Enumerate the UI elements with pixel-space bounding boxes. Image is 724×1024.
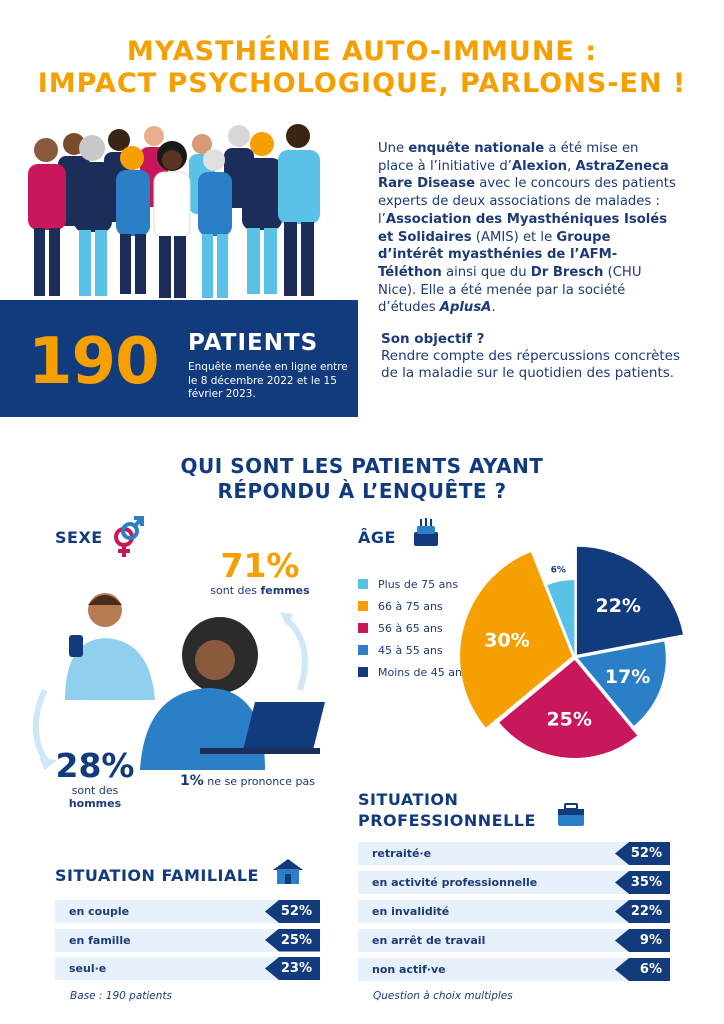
main-title-line-1: MYASTHÉNIE AUTO-IMMUNE : xyxy=(126,36,598,67)
legend-swatch xyxy=(358,579,368,589)
legend-swatch xyxy=(358,623,368,633)
legend-label: Moins de 45 ans xyxy=(378,665,468,679)
undecided-stat: 1% ne se prononce pas xyxy=(180,773,315,789)
gender-icon xyxy=(114,516,144,557)
pie-slice xyxy=(547,580,575,655)
section-question-line-2: RÉPONDU À L’ENQUÊTE ? xyxy=(217,479,507,503)
legend-item: Plus de 75 ans xyxy=(358,576,468,592)
family-row-value: 52% xyxy=(265,900,320,923)
pie-slice xyxy=(460,552,573,728)
family-heading: SITUATION FAMILIALE xyxy=(55,866,259,885)
patients-label: PATIENTS xyxy=(188,330,319,356)
sexe-heading: SEXE xyxy=(55,528,103,547)
pro-row: en arrêt de travail 9% xyxy=(358,929,670,952)
women-stat: 71% sont des femmes xyxy=(205,546,315,598)
legend-item: Moins de 45 ans xyxy=(358,664,468,680)
pie-slice xyxy=(576,546,683,655)
pro-row-value: 35% xyxy=(615,871,670,894)
objective-text: Rendre compte des répercussions concrète… xyxy=(381,348,681,381)
patients-group-illustration xyxy=(28,124,320,298)
pie-slice-label: 6% xyxy=(551,566,566,576)
pro-row-value: 52% xyxy=(615,842,670,865)
patients-count-box xyxy=(0,300,358,417)
legend-item: 66 à 75 ans xyxy=(358,598,468,614)
pro-row: en activité professionnelle 35% xyxy=(358,871,670,894)
pro-row-value: 6% xyxy=(615,958,670,981)
legend-swatch xyxy=(358,667,368,677)
legend-item: 45 à 55 ans xyxy=(358,642,468,658)
family-note: Base : 190 patients xyxy=(70,990,172,1002)
pie-slice-label: 30% xyxy=(484,630,529,652)
legend-label: 66 à 75 ans xyxy=(378,599,443,613)
pie-slice xyxy=(499,659,638,758)
pro-row: en invalidité 22% xyxy=(358,900,670,923)
pro-row-label: retraité·e xyxy=(372,847,432,860)
age-legend: Plus de 75 ans 66 à 75 ans 56 à 65 ans 4… xyxy=(358,576,468,680)
pro-note: Question à choix multiples xyxy=(373,990,513,1002)
legend-swatch xyxy=(358,645,368,655)
section-question-title: QUI SONT LES PATIENTS AYANT RÉPONDU À L’… xyxy=(0,454,724,504)
main-title-line-2: IMPACT PSYCHOLOGIQUE, PARLONS-EN ! xyxy=(37,68,687,99)
family-row: en famille 25% xyxy=(55,928,320,952)
legend-swatch xyxy=(358,601,368,611)
women-percentage: 71% xyxy=(220,546,300,585)
patients-count: 190 xyxy=(28,325,160,399)
person-figures xyxy=(28,124,320,298)
section-question-line-1: QUI SONT LES PATIENTS AYANT xyxy=(180,454,544,478)
men-percentage: 28% xyxy=(55,746,135,785)
survey-period: Enquête menée en ligne entre le 8 décemb… xyxy=(188,361,348,400)
family-row: en couple 52% xyxy=(55,900,320,923)
house-icon xyxy=(273,859,303,884)
legend-label: 45 à 55 ans xyxy=(378,643,443,657)
family-row: seul·e 23% xyxy=(55,957,320,980)
legend-item: 56 à 65 ans xyxy=(358,620,468,636)
objective-heading: Son objectif ? xyxy=(381,331,485,347)
briefcase-icon xyxy=(558,803,584,826)
men-caption: sont des hommes xyxy=(68,784,122,810)
pro-heading-line-1: SITUATION xyxy=(358,790,459,809)
pie-slice xyxy=(577,641,666,726)
pro-heading-line-2: PROFESSIONNELLE xyxy=(358,811,536,830)
pro-row: non actif·ve 6% xyxy=(358,958,670,981)
pie-slice-label: 17% xyxy=(605,666,650,688)
men-stat: 28% sont des hommes xyxy=(45,746,145,811)
pie-slice-label: 22% xyxy=(595,595,640,617)
legend-label: 56 à 65 ans xyxy=(378,621,443,635)
age-pie-chart: 22% 17% 25% 30% 6% xyxy=(460,546,683,758)
pro-row: retraité·e 52% xyxy=(358,842,670,865)
pie-slice-label: 25% xyxy=(546,709,591,731)
family-row-label: en couple xyxy=(69,905,130,918)
pro-heading: SITUATION PROFESSIONNELLE xyxy=(358,789,536,831)
family-row-value: 23% xyxy=(265,957,320,980)
intro-paragraph: Une enquête nationale a été mise en plac… xyxy=(378,141,676,316)
pro-row-label: non actif·ve xyxy=(372,963,446,976)
age-heading: ÂGE xyxy=(358,528,396,547)
women-caption: sont des femmes xyxy=(210,584,310,597)
pro-row-label: en activité professionnelle xyxy=(372,876,538,889)
family-row-value: 25% xyxy=(265,928,320,952)
legend-label: Plus de 75 ans xyxy=(378,577,459,591)
pro-row-label: en invalidité xyxy=(372,905,450,918)
pro-row-value: 9% xyxy=(615,929,670,952)
couple-laptop-illustration xyxy=(32,593,325,770)
birthday-cake-icon xyxy=(414,518,438,546)
family-row-label: en famille xyxy=(69,933,131,947)
family-row-label: seul·e xyxy=(69,962,107,975)
pro-row-label: en arrêt de travail xyxy=(372,934,486,947)
pro-row-value: 22% xyxy=(615,900,670,923)
